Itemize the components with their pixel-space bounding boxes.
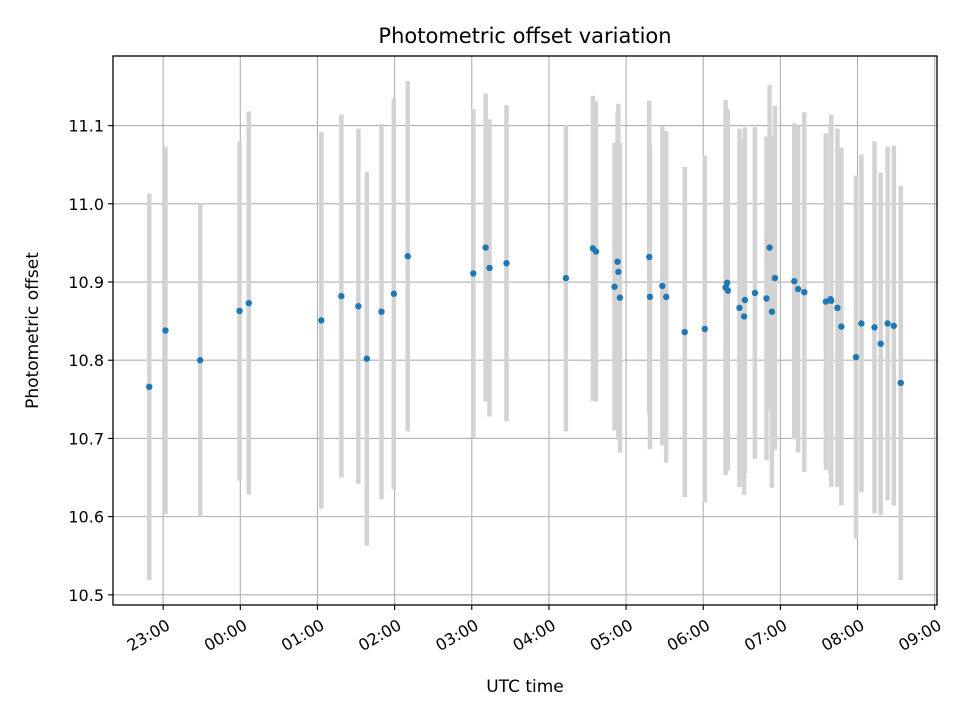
- data-point: [681, 328, 688, 336]
- y-tick-label: 11.1: [68, 117, 104, 136]
- x-tick-label: 03:00: [432, 615, 481, 655]
- data-point: [871, 324, 878, 331]
- x-tick-label: 06:00: [664, 615, 713, 655]
- x-tick-label: 05:00: [587, 615, 636, 655]
- data-point: [611, 283, 618, 290]
- data-point: [771, 274, 779, 282]
- data-point: [740, 313, 748, 320]
- data-point: [723, 279, 731, 286]
- data-point: [751, 289, 759, 297]
- data-point: [834, 304, 841, 312]
- data-point: [318, 317, 325, 324]
- data-point: [378, 308, 385, 315]
- x-tick-label: 23:00: [124, 615, 173, 655]
- data-point: [470, 270, 477, 277]
- data-point: [763, 295, 770, 302]
- data-point: [838, 323, 845, 330]
- y-tick-label: 11.0: [68, 195, 104, 214]
- data-point: [338, 292, 345, 300]
- data-point: [724, 287, 732, 294]
- data-point: [616, 294, 624, 301]
- data-point: [592, 248, 600, 255]
- data-point: [890, 322, 897, 330]
- data-point: [363, 355, 371, 362]
- data-point: [768, 308, 776, 315]
- x-tick-label: 04:00: [509, 615, 558, 655]
- data-point: [390, 290, 398, 297]
- chart-title: Photometric offset variation: [378, 24, 671, 48]
- data-point: [146, 383, 153, 391]
- data-point: [701, 325, 708, 333]
- x-tick-label: 07:00: [741, 615, 790, 655]
- data-point: [741, 296, 749, 304]
- data-point: [245, 299, 252, 307]
- plot-frame: [112, 55, 938, 606]
- data-point: [662, 293, 670, 301]
- data-point: [858, 320, 865, 327]
- y-tick-label: 10.8: [68, 351, 104, 370]
- data-point: [614, 258, 621, 265]
- data-point: [503, 260, 510, 267]
- data-point: [794, 285, 802, 293]
- x-axis-label: UTC time: [486, 677, 564, 697]
- x-tick-label: 01:00: [278, 615, 327, 655]
- data-point: [404, 253, 411, 260]
- data-point: [659, 282, 666, 290]
- data-point: [355, 303, 362, 310]
- x-tick-label: 09:00: [895, 615, 944, 655]
- data-point: [196, 357, 204, 364]
- data-point: [897, 379, 904, 387]
- data-point: [162, 327, 169, 334]
- y-tick-label: 10.5: [68, 586, 104, 605]
- data-point: [884, 320, 891, 327]
- y-tick-label: 10.7: [68, 429, 104, 448]
- y-tick-label: 10.6: [68, 508, 104, 527]
- data-markers: [146, 244, 904, 391]
- x-tick-label: 02:00: [355, 615, 404, 655]
- x-tick-label: 08:00: [818, 615, 867, 655]
- data-point: [486, 264, 493, 272]
- data-point: [646, 253, 653, 261]
- x-tick-label: 00:00: [201, 615, 250, 655]
- y-axis-label: Photometric offset: [23, 252, 43, 409]
- error-bars: [147, 81, 903, 580]
- data-point: [791, 278, 798, 285]
- data-point: [801, 288, 808, 296]
- data-point: [852, 353, 860, 361]
- data-point: [766, 244, 773, 251]
- data-point: [236, 307, 243, 315]
- data-point: [482, 244, 489, 251]
- grid-lines: [113, 56, 937, 605]
- data-point: [646, 293, 654, 301]
- y-tick-label: 10.9: [68, 273, 104, 292]
- data-point: [877, 340, 884, 347]
- data-point: [736, 304, 743, 312]
- data-point: [562, 274, 570, 282]
- data-point: [828, 297, 835, 304]
- data-point: [615, 268, 622, 276]
